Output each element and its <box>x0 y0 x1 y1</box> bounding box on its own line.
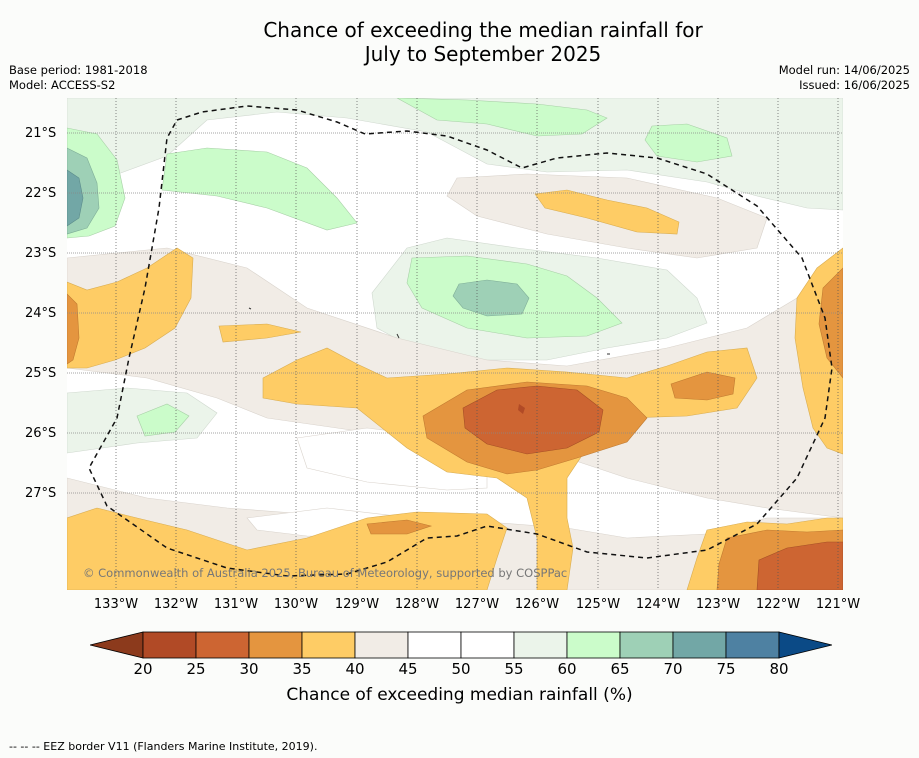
colorbar-under-triangle <box>90 631 144 659</box>
lat-label-26s: 26°S <box>25 426 57 441</box>
map-title: Chance of exceeding the median rainfall … <box>0 18 919 66</box>
colorbar-bin-55-60 <box>513 631 568 659</box>
colorbar-bin-75-80 <box>725 631 780 659</box>
base-period: Base period: 1981-2018 <box>9 63 148 77</box>
lat-label-27s: 27°S <box>25 486 57 501</box>
zone-30-35-south-small <box>366 519 433 535</box>
colorbar-tick-60: 60 <box>557 660 577 678</box>
colorbar-bin-60-65 <box>566 631 621 659</box>
colorbar-tick-45: 45 <box>398 660 418 678</box>
eez-border <box>88 105 833 577</box>
zone-55-60-north <box>67 98 843 211</box>
lat-label-22s: 22°S <box>25 186 57 201</box>
lon-label-122w: 122°W <box>755 597 801 612</box>
zone-35-40-west <box>67 247 194 369</box>
lat-label-24s: 24°S <box>25 306 57 321</box>
colorbar-tick-50: 50 <box>451 660 471 678</box>
zone-60-65-north-b <box>644 123 733 163</box>
meta-right: Model run: 14/06/2025 Issued: 16/06/2025 <box>779 63 910 93</box>
colorbar-bin-65-70 <box>619 631 674 659</box>
lon-label-129w: 129°W <box>334 597 380 612</box>
colorbar-bin-35-40 <box>301 631 356 659</box>
model-name: Model: ACCESS-S2 <box>9 78 116 92</box>
zone-60-65-northwest <box>161 147 358 231</box>
colorbar-tick-35: 35 <box>292 660 312 678</box>
lon-label-123w: 123°W <box>695 597 741 612</box>
colorbar-bin-30-35 <box>248 631 303 659</box>
colorbar-tick-20: 20 <box>133 660 153 678</box>
colorbar-tick-40: 40 <box>345 660 365 678</box>
lon-label-133w: 133°W <box>93 597 139 612</box>
colorbar-tick-75: 75 <box>716 660 736 678</box>
lon-label-125w: 125°W <box>575 597 621 612</box>
meta-left: Base period: 1981-2018 Model: ACCESS-S2 <box>9 63 148 93</box>
zone-65-70-central <box>452 279 530 317</box>
rainfall-map: © Commonwealth of Australia 2025, Bureau… <box>67 98 843 590</box>
colorbar-tick-80: 80 <box>769 660 789 678</box>
colorbar-tick-55: 55 <box>504 660 524 678</box>
lon-label-126w: 126°W <box>514 597 560 612</box>
zone-20-25-dot <box>518 404 525 414</box>
eez-footnote: -- -- -- EEZ border V11 (Flanders Marine… <box>9 740 318 753</box>
zone-30-35-east <box>670 371 736 401</box>
title-line-1: Chance of exceeding the median rainfall … <box>263 18 703 42</box>
colorbar-tick-25: 25 <box>186 660 206 678</box>
zone-35-40-small-west <box>218 323 302 343</box>
zone-35-40-northeast <box>534 189 680 235</box>
colorbar-tick-70: 70 <box>663 660 683 678</box>
copyright-notice: © Commonwealth of Australia 2025, Bureau… <box>83 566 567 580</box>
lon-label-128w: 128°W <box>394 597 440 612</box>
graticule <box>67 98 843 590</box>
lat-label-23s: 23°S <box>25 246 57 261</box>
lon-label-131w: 131°W <box>213 597 259 612</box>
model-run: Model run: 14/06/2025 <box>778 63 910 77</box>
colorbar-bin-20-25 <box>142 631 197 659</box>
zone-25-30-central <box>462 385 604 455</box>
zone-60-65-north-a <box>396 98 608 137</box>
lat-label-21s: 21°S <box>25 126 57 141</box>
zone-30-35-east-edge <box>818 267 843 379</box>
zone-70-75-west <box>67 169 84 227</box>
colorbar-label: Chance of exceeding median rainfall (%) <box>286 685 633 705</box>
lon-label-124w: 124°W <box>635 597 681 612</box>
colorbar-bin-25-30 <box>195 631 250 659</box>
lon-label-132w: 132°W <box>153 597 199 612</box>
lon-label-130w: 130°W <box>273 597 319 612</box>
colorbar-bin-50-55 <box>460 631 515 659</box>
title-line-2: July to September 2025 <box>364 42 602 66</box>
zone-25-30-southeast <box>756 541 843 590</box>
lat-label-25s: 25°S <box>25 366 57 381</box>
colorbar-bin-40-45 <box>354 631 409 659</box>
colorbar-bin-45-50 <box>407 631 462 659</box>
contour-mark <box>396 333 400 339</box>
colorbar-tick-30: 30 <box>239 660 259 678</box>
colorbar-tick-65: 65 <box>610 660 630 678</box>
colorbar-over-triangle <box>778 631 832 659</box>
colorbar-bin-70-75 <box>672 631 727 659</box>
contour-mark-2 <box>248 307 252 310</box>
issued-date: Issued: 16/06/2025 <box>799 78 910 92</box>
lon-label-127w: 127°W <box>454 597 500 612</box>
zone-30-35-west-edge <box>67 293 80 365</box>
lon-label-121w: 121°W <box>815 597 861 612</box>
colorbar <box>90 631 832 659</box>
